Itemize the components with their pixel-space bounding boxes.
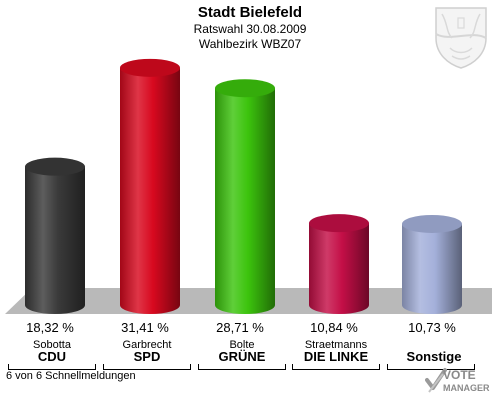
chart-title: Stadt Bielefeld [197, 4, 303, 21]
party-label-spd: SPD [133, 349, 161, 364]
bar-gruene [215, 88, 275, 314]
bar-top-cdu [25, 157, 85, 176]
logo-text-manager: MANAGER [443, 383, 490, 393]
party-label-linke: DIE LINKE [303, 349, 369, 364]
bar-top-sonstige [402, 214, 462, 233]
value-label-linke: 10,84 % [310, 320, 358, 335]
group-bracket-cdu [8, 364, 96, 370]
check-mark-icon [425, 368, 447, 393]
bar-spd [120, 67, 180, 315]
group-bracket-linke [292, 364, 380, 370]
chart-subtitle-district: Wahlbezirk WBZ07 [198, 37, 302, 51]
coat-of-arms-icon [435, 7, 487, 69]
value-label-sonstige: 10,73 % [408, 320, 456, 335]
bars-group [25, 58, 462, 315]
value-label-gruene: 28,71 % [216, 320, 264, 335]
bar-top-gruene [215, 79, 275, 98]
value-label-cdu: 18,32 % [26, 320, 74, 335]
vote-manager-logo: VOTE MANAGER [425, 364, 497, 398]
bar-top-spd [120, 58, 180, 77]
party-label-cdu: CDU [37, 349, 67, 364]
party-label-gruene: GRÜNE [218, 349, 266, 364]
candidate-label-cdu: Sobotta [33, 339, 71, 351]
reporting-status: 6 von 6 Schnellmeldungen [6, 370, 136, 382]
candidate-label-linke: Straetmanns [304, 339, 368, 351]
bar-sonstige [402, 223, 462, 314]
bar-cdu [25, 166, 85, 314]
group-bracket-sonstige [387, 364, 475, 370]
bar-linke [309, 223, 369, 314]
group-bracket-spd [103, 364, 191, 370]
party-label-sonstige: Sonstige [406, 349, 462, 364]
group-bracket-gruene [198, 364, 286, 370]
chart-subtitle-election: Ratswahl 30.08.2009 [193, 22, 307, 36]
candidate-label-gruene: Bolte [229, 339, 255, 351]
candidate-label-spd: Garbrecht [122, 339, 172, 351]
value-label-spd: 31,41 % [121, 320, 169, 335]
logo-text-vote: VOTE [443, 368, 476, 382]
chart-header: Stadt Bielefeld Ratswahl 30.08.2009 Wahl… [0, 4, 500, 52]
bar-top-linke [309, 214, 369, 233]
